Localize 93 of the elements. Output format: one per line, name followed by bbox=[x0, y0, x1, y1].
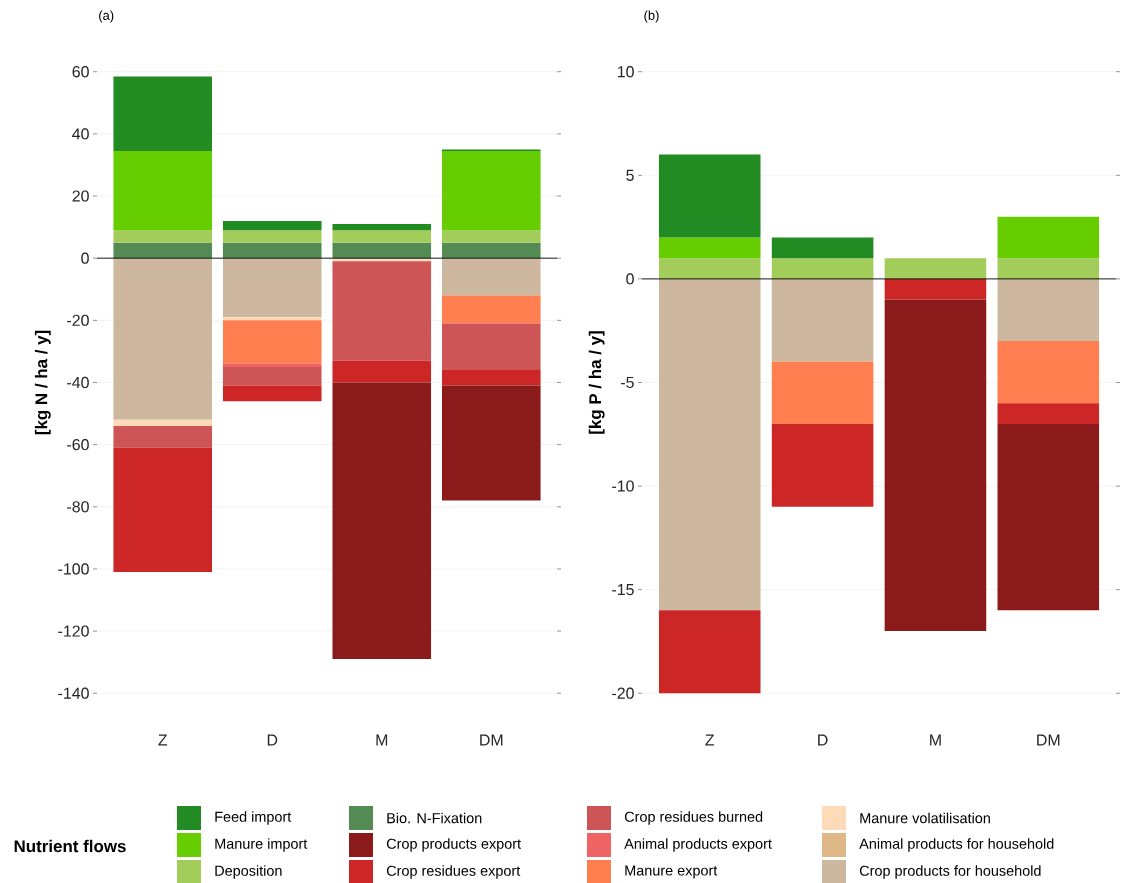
bar bbox=[332, 230, 432, 243]
x-tick-label: DM bbox=[480, 734, 503, 746]
bar bbox=[222, 320, 322, 364]
bar bbox=[442, 258, 541, 296]
bar bbox=[332, 360, 432, 383]
y-tick-label: 0 bbox=[81, 252, 89, 264]
y-tick-label: 20 bbox=[72, 190, 89, 202]
y-tick-label: -60 bbox=[67, 438, 89, 451]
bar bbox=[658, 237, 761, 259]
bar bbox=[442, 323, 541, 371]
y-tick-label: -20 bbox=[67, 314, 89, 326]
y-tick-label: 60 bbox=[72, 66, 89, 78]
bar bbox=[332, 242, 432, 259]
bar bbox=[442, 295, 541, 324]
bar bbox=[771, 258, 874, 279]
bar bbox=[222, 242, 322, 259]
x-tick-label: M bbox=[376, 734, 388, 746]
y-tick-label: -100 bbox=[58, 563, 89, 575]
bar bbox=[442, 230, 541, 243]
bar bbox=[884, 299, 987, 632]
bar bbox=[332, 224, 432, 231]
legend-label: Deposition bbox=[215, 865, 282, 879]
bar bbox=[222, 366, 322, 386]
bar bbox=[332, 382, 432, 660]
chart-title: (b) bbox=[644, 10, 659, 23]
bar bbox=[997, 278, 1100, 342]
x-tick-label: Z bbox=[158, 734, 168, 746]
legend-label: Bio. N-Fixation bbox=[387, 812, 482, 824]
y-tick-label: 0 bbox=[626, 273, 634, 285]
bar bbox=[771, 278, 874, 362]
bar bbox=[442, 385, 541, 501]
bar bbox=[658, 258, 761, 279]
legend-label: Crop residues export bbox=[386, 865, 521, 879]
bar bbox=[222, 258, 322, 318]
bar bbox=[113, 230, 213, 243]
bar bbox=[113, 447, 213, 573]
bar bbox=[113, 425, 213, 448]
bar bbox=[658, 154, 761, 238]
bar bbox=[442, 242, 541, 259]
legend-title: Nutrient flows bbox=[14, 839, 126, 853]
y-tick-label: -10 bbox=[612, 480, 634, 492]
y-tick-label: 10 bbox=[617, 66, 634, 78]
legend-label: Manure export bbox=[625, 865, 718, 879]
bar bbox=[658, 278, 761, 611]
bar bbox=[442, 150, 541, 231]
y-axis-title: [kg P / ha / y] bbox=[588, 331, 605, 434]
bar bbox=[113, 150, 213, 231]
x-tick-label: D bbox=[818, 734, 828, 746]
y-tick-label: -120 bbox=[58, 625, 89, 637]
y-tick-label: 40 bbox=[72, 128, 89, 140]
bar bbox=[997, 423, 1100, 611]
legend-label: Feed import bbox=[215, 811, 292, 825]
bar bbox=[332, 261, 432, 361]
y-axis-title: [kg N / ha / y] bbox=[34, 330, 51, 435]
y-tick-label: -40 bbox=[67, 376, 89, 389]
legend-label: Animal products export bbox=[624, 838, 772, 852]
bar bbox=[442, 370, 541, 386]
bar bbox=[771, 237, 874, 259]
y-tick-label: 5 bbox=[626, 169, 634, 181]
y-tick-label: -20 bbox=[612, 687, 634, 699]
bar bbox=[771, 361, 874, 424]
legend-label: Crop products for household bbox=[859, 865, 1041, 879]
x-tick-label: Z bbox=[705, 734, 715, 746]
y-tick-label: -15 bbox=[612, 584, 634, 596]
y-tick-label: -5 bbox=[621, 376, 634, 389]
bar bbox=[113, 258, 213, 420]
legend-label: Manure volatilisation bbox=[860, 812, 990, 824]
bar bbox=[884, 278, 987, 300]
x-tick-label: DM bbox=[1037, 734, 1060, 746]
bar bbox=[997, 216, 1100, 259]
chart-title: (a) bbox=[99, 10, 114, 23]
bar bbox=[222, 317, 322, 321]
bar bbox=[658, 610, 761, 694]
bar bbox=[884, 258, 987, 279]
bar bbox=[997, 341, 1100, 404]
bar bbox=[113, 76, 213, 151]
bar bbox=[222, 220, 322, 231]
x-tick-label: M bbox=[930, 734, 941, 746]
legend-label: Crop products export bbox=[386, 838, 521, 852]
legend-label: Crop residues burned bbox=[624, 811, 763, 825]
bar bbox=[997, 403, 1100, 424]
legend-label: Animal products for household bbox=[859, 838, 1054, 852]
bar bbox=[113, 242, 213, 259]
y-tick-label: -80 bbox=[67, 501, 89, 513]
bar bbox=[771, 423, 874, 507]
x-tick-label: D bbox=[267, 734, 278, 746]
bar bbox=[997, 258, 1100, 279]
bar bbox=[222, 385, 322, 402]
bar bbox=[222, 363, 322, 367]
bar bbox=[222, 230, 322, 243]
bar bbox=[113, 419, 213, 426]
legend-label: Manure import bbox=[215, 838, 308, 852]
y-tick-label: -140 bbox=[58, 687, 89, 699]
